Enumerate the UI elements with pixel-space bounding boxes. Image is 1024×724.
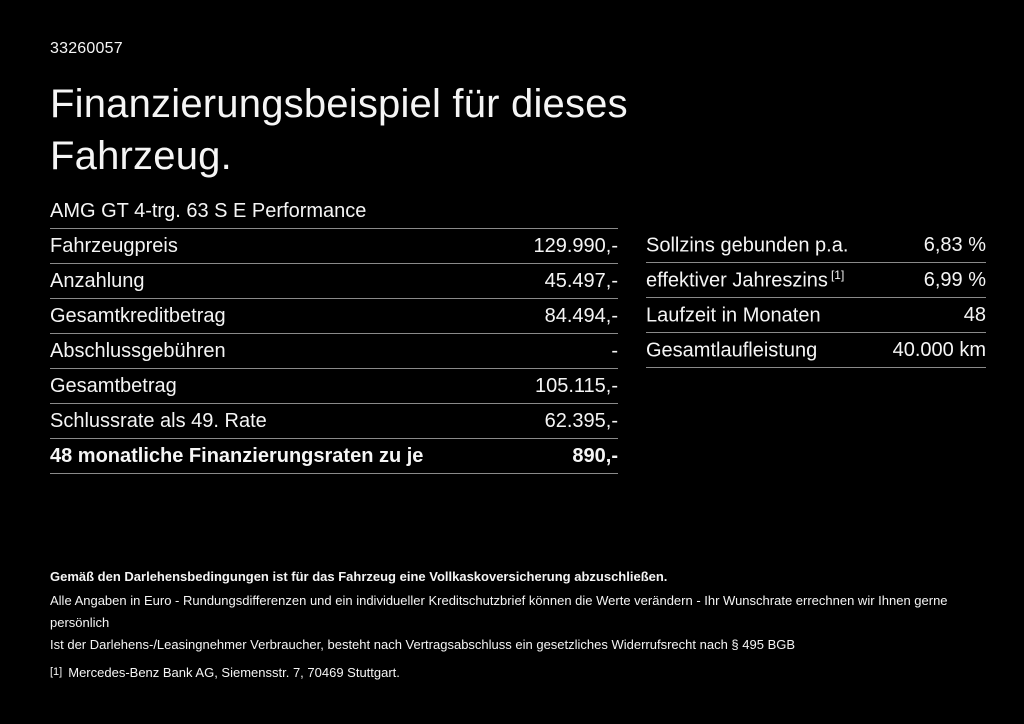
table-row: Sollzins gebunden p.a. 6,83 %	[646, 228, 986, 263]
listing-id: 33260057	[50, 40, 123, 57]
row-value: 40.000 km	[892, 338, 986, 361]
row-value: 45.497,-	[544, 269, 618, 292]
row-label: Sollzins gebunden p.a.	[646, 233, 851, 258]
row-value: 129.990,-	[533, 234, 618, 257]
row-label: Anzahlung	[50, 269, 145, 292]
row-value: 84.494,-	[544, 304, 618, 327]
table-row: Gesamtkreditbetrag 84.494,-	[50, 298, 618, 333]
row-label: Gesamtlaufleistung	[646, 338, 820, 363]
page-title-line2: Fahrzeug.	[50, 134, 232, 178]
table-row: Gesamtlaufleistung 40.000 km	[646, 333, 986, 368]
insurance-note: Gemäß den Darlehensbedingungen ist für d…	[50, 569, 668, 584]
row-label-text: Laufzeit in Monaten	[646, 304, 821, 327]
row-value: 48	[963, 303, 986, 326]
row-value: 105.115,-	[534, 374, 618, 397]
table-row: Anzahlung 45.497,-	[50, 263, 618, 298]
footnote-marker: [1]	[50, 666, 63, 678]
row-label: Fahrzeugpreis	[50, 234, 178, 257]
disclaimer-line2: Ist der Darlehens-/Leasingnehmer Verbrau…	[50, 637, 796, 652]
financing-conditions-table: Sollzins gebunden p.a. 6,83 % effektiver…	[646, 228, 986, 368]
row-label: effektiver Jahreszins [1]	[646, 268, 844, 293]
table-row: Abschlussgebühren -	[50, 333, 618, 368]
row-label: Abschlussgebühren	[50, 339, 226, 362]
disclaimer-line1: Alle Angaben in Euro - Rundungsdifferenz…	[50, 593, 948, 630]
row-label-text: Sollzins gebunden p.a.	[646, 234, 849, 257]
row-label-text: Gesamtlaufleistung	[646, 339, 818, 362]
row-value: 890,-	[572, 444, 618, 467]
row-value: 62.395,-	[544, 409, 618, 432]
footnote-text: Mercedes-Benz Bank AG, Siemensstr. 7, 70…	[68, 665, 400, 680]
row-label: 48 monatliche Finanzierungsraten zu je	[50, 444, 424, 467]
footnote: [1] Mercedes-Benz Bank AG, Siemensstr. 7,…	[50, 661, 995, 684]
table-row: Gesamtbetrag 105.115,-	[50, 368, 618, 403]
table-row: Schlussrate als 49. Rate 62.395,-	[50, 403, 618, 438]
row-value: 6,83 %	[923, 233, 986, 256]
page-title-line1: Finanzierungsbeispiel für dieses	[50, 82, 628, 126]
table-row: Fahrzeugpreis 129.990,-	[50, 228, 618, 263]
row-label: Gesamtbetrag	[50, 374, 177, 397]
row-label: Gesamtkreditbetrag	[50, 304, 226, 327]
table-row: 48 monatliche Finanzierungsraten zu je 8…	[50, 438, 618, 473]
footer: Gemäß den Darlehensbedingungen ist für d…	[50, 566, 995, 684]
vehicle-name: AMG GT 4-trg. 63 S E Performance	[50, 200, 367, 222]
financing-cost-table: Fahrzeugpreis 129.990,- Anzahlung 45.497…	[50, 228, 618, 474]
row-label-text: effektiver Jahreszins	[646, 269, 828, 292]
row-label: Laufzeit in Monaten	[646, 303, 824, 328]
footnote-ref-marker: [1]	[830, 267, 845, 282]
row-label: Schlussrate als 49. Rate	[50, 409, 267, 432]
table-row: effektiver Jahreszins [1] 6,99 %	[646, 263, 986, 298]
row-value: -	[611, 339, 618, 362]
row-value: 6,99 %	[923, 268, 986, 291]
page-title: Finanzierungsbeispiel für dieses Fahrzeug…	[50, 78, 628, 182]
table-row: Laufzeit in Monaten 48	[646, 298, 986, 333]
financing-tables: Fahrzeugpreis 129.990,- Anzahlung 45.497…	[50, 228, 986, 474]
